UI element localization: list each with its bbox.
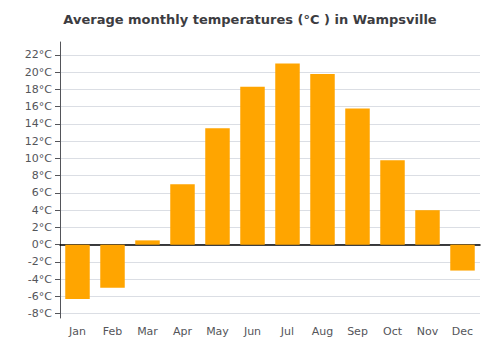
- svg-text:22°C: 22°C: [25, 48, 52, 61]
- svg-text:May: May: [206, 325, 229, 338]
- svg-text:Mar: Mar: [137, 325, 158, 338]
- svg-text:-6°C: -6°C: [28, 290, 52, 303]
- svg-text:6°C: 6°C: [32, 186, 52, 199]
- svg-text:8°C: 8°C: [32, 169, 52, 182]
- svg-text:Sep: Sep: [347, 325, 368, 338]
- svg-text:16°C: 16°C: [25, 100, 52, 113]
- svg-text:Jun: Jun: [243, 325, 261, 338]
- svg-text:Dec: Dec: [452, 325, 473, 338]
- svg-text:14°C: 14°C: [25, 117, 52, 130]
- svg-text:10°C: 10°C: [25, 152, 52, 165]
- svg-text:18°C: 18°C: [25, 83, 52, 96]
- svg-text:Aug: Aug: [312, 325, 333, 338]
- svg-text:4°C: 4°C: [32, 204, 52, 217]
- svg-text:-2°C: -2°C: [28, 255, 52, 268]
- svg-text:2°C: 2°C: [32, 221, 52, 234]
- svg-text:Jan: Jan: [68, 325, 86, 338]
- svg-text:Apr: Apr: [173, 325, 193, 338]
- svg-text:Oct: Oct: [383, 325, 403, 338]
- svg-text:12°C: 12°C: [25, 135, 52, 148]
- svg-text:-4°C: -4°C: [28, 273, 52, 286]
- svg-text:20°C: 20°C: [25, 66, 52, 79]
- svg-text:Nov: Nov: [417, 325, 439, 338]
- svg-text:Jul: Jul: [280, 325, 294, 338]
- svg-text:Average monthly temperatures (: Average monthly temperatures (°C ) in Wa…: [63, 12, 437, 27]
- svg-text:-8°C: -8°C: [28, 307, 52, 320]
- svg-text:0°C: 0°C: [32, 238, 52, 251]
- svg-text:Feb: Feb: [103, 325, 122, 338]
